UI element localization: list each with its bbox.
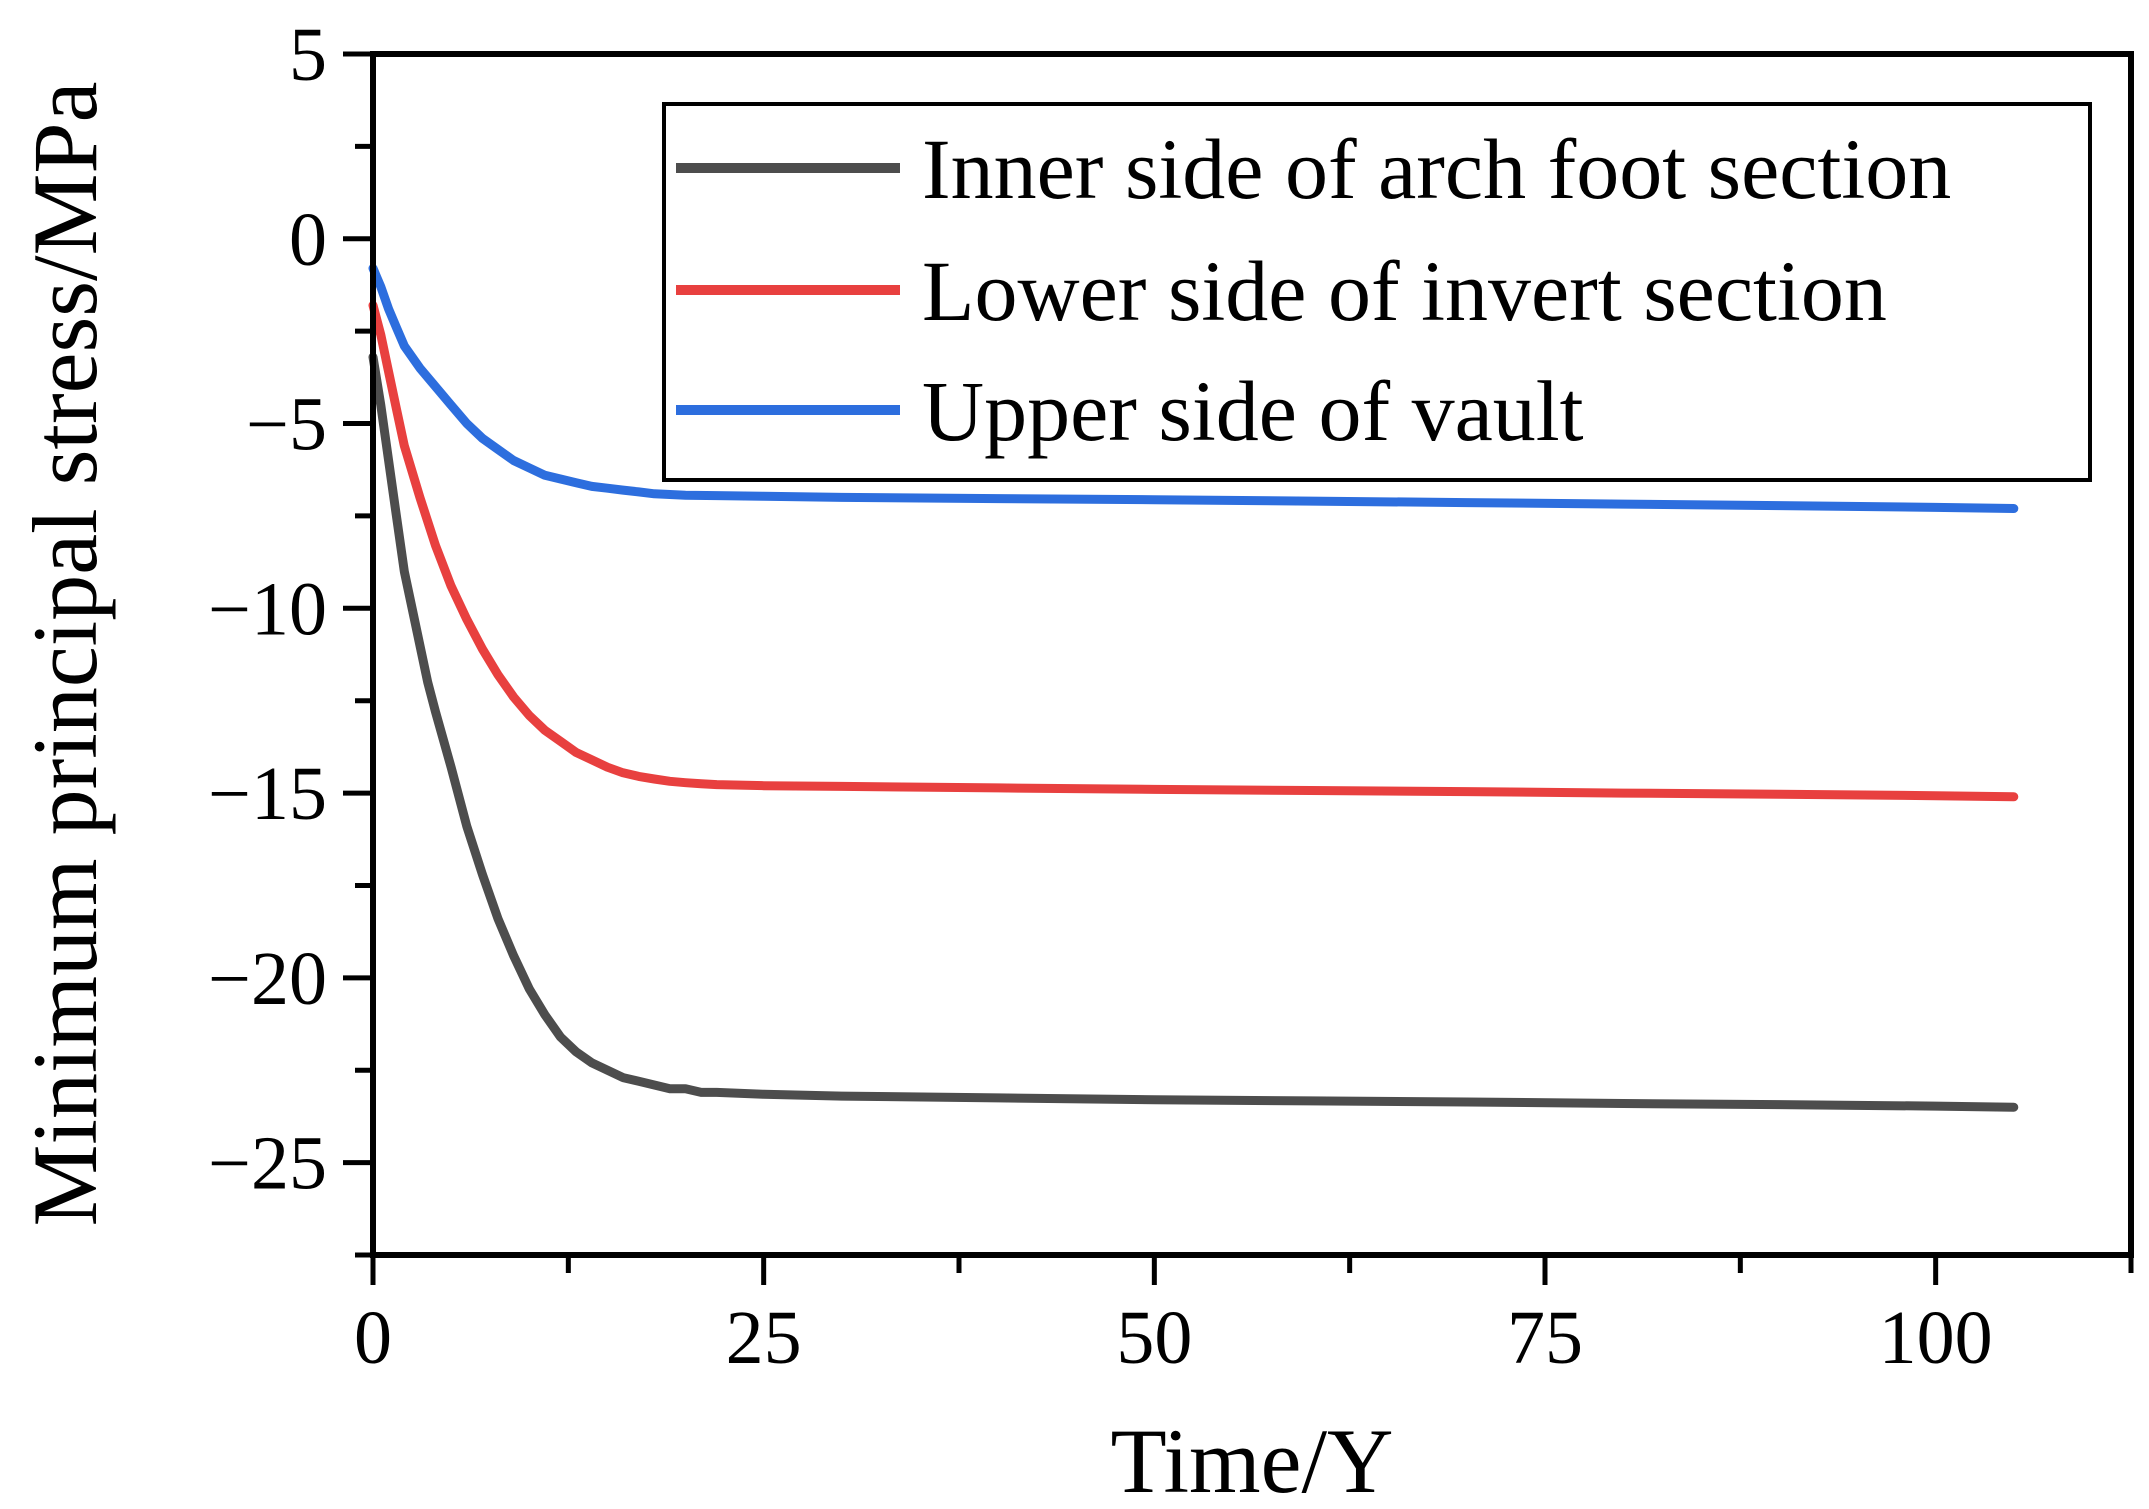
y-tick-label: 5 <box>289 13 327 97</box>
x-tick-label: 0 <box>354 1296 392 1380</box>
x-tick-label: 25 <box>726 1296 802 1380</box>
y-tick-label: 0 <box>289 198 327 282</box>
x-tick-label: 75 <box>1507 1296 1583 1380</box>
legend: Inner side of arch foot section Lower si… <box>662 102 2092 482</box>
series-line-upper-vault <box>368 263 2019 513</box>
legend-label-upper-vault: Upper side of vault <box>922 363 1584 459</box>
x-tick-label: 50 <box>1116 1296 1192 1380</box>
legend-label-inner-arch-foot: Inner side of arch foot section <box>922 121 1951 217</box>
series-layer <box>368 263 2019 1112</box>
series-line-inner-arch-foot <box>368 352 2019 1112</box>
y-tick-label: −5 <box>246 383 327 467</box>
series-line-lower-invert <box>368 300 2019 802</box>
y-tick-label: −20 <box>208 937 327 1021</box>
y-tick-label: −15 <box>208 752 327 836</box>
x-axis-title: Time/Y <box>1111 1410 1394 1509</box>
plot-frame <box>370 51 2134 1258</box>
legend-label-lower-invert: Lower side of invert section <box>922 243 1887 339</box>
y-axis-title: Minimum principal stress/MPa <box>14 82 116 1227</box>
x-tick-label: 100 <box>1879 1296 1993 1380</box>
y-tick-label: −25 <box>208 1122 327 1206</box>
y-tick-label: −10 <box>208 567 327 651</box>
legend-box <box>662 102 2092 482</box>
